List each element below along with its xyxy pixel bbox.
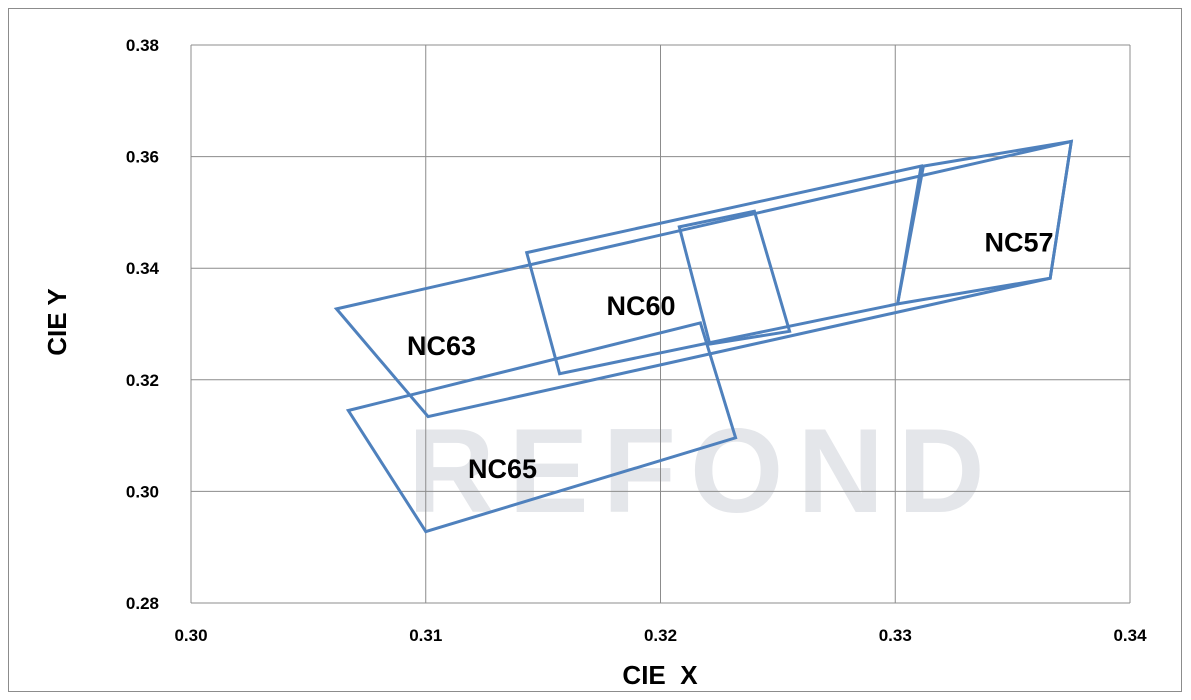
region-nc65-polygon [345, 321, 738, 534]
x-tick-label: 0.31 [409, 626, 442, 645]
y-axis-title: CIE Y [42, 288, 72, 355]
y-tick-label: 0.36 [126, 148, 159, 167]
region-layer [333, 139, 1074, 534]
region-label-layer: NC57 NC60 NC63 NC65 [407, 227, 1054, 484]
tick-label-layer: 0.30 0.31 0.32 0.33 0.34 0.28 0.30 0.32 0.34 0.36… [126, 36, 1147, 645]
y-tick-label: 0.34 [126, 259, 160, 278]
watermark-text: REFOND [408, 404, 999, 538]
y-tick-label: 0.32 [126, 371, 159, 390]
region-label-nc60: NC60 [607, 291, 676, 321]
y-tick-label: 0.38 [126, 36, 159, 55]
x-axis-title: CIE X [622, 660, 698, 690]
y-tick-label: 0.28 [126, 594, 159, 613]
x-tick-label: 0.30 [174, 626, 207, 645]
x-tick-label: 0.33 [879, 626, 912, 645]
region-nc63-polygon [333, 139, 1074, 419]
x-tick-label: 0.32 [644, 626, 677, 645]
watermark-layer: REFOND [408, 404, 999, 538]
y-tick-label: 0.30 [126, 482, 159, 501]
region-label-nc63: NC63 [407, 331, 476, 361]
x-tick-label: 0.34 [1113, 626, 1147, 645]
region-label-nc57: NC57 [984, 227, 1053, 257]
grid-layer [190, 44, 1131, 604]
region-nc60-polygon [677, 209, 792, 346]
region-label-nc65: NC65 [468, 454, 537, 484]
region-nc60-polygon [524, 164, 923, 376]
